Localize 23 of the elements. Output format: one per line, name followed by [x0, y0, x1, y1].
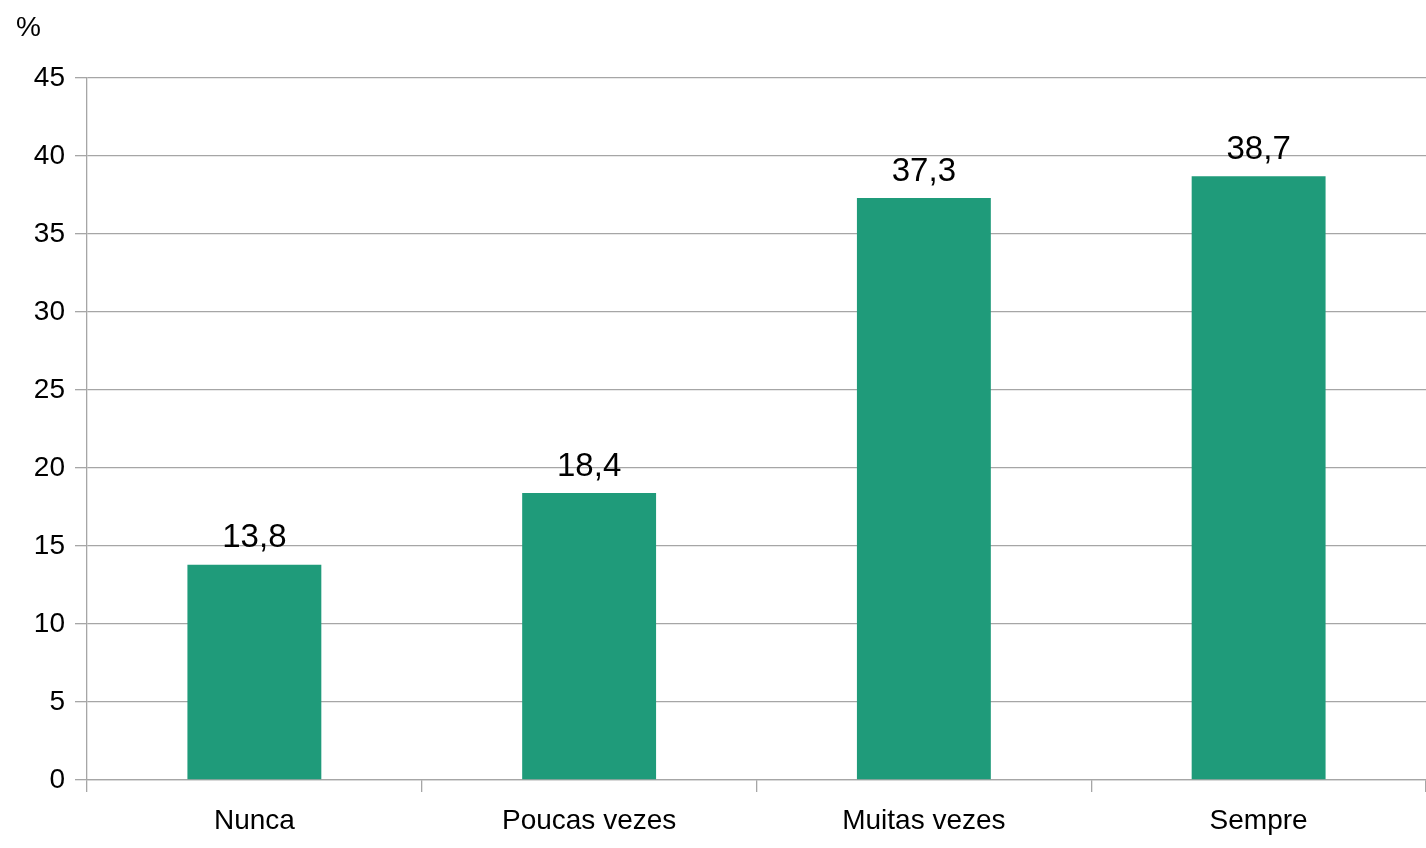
y-tick-label: 0 [49, 762, 65, 794]
data-label: 37,3 [891, 150, 956, 188]
x-tick-label: Sempre [1209, 803, 1308, 835]
y-axis-title: % [16, 10, 41, 42]
data-label: 13,8 [222, 517, 287, 555]
x-tick-label: Muitas vezes [842, 803, 1006, 835]
bar [522, 492, 657, 780]
bar [1191, 176, 1326, 780]
y-tick-label: 35 [33, 216, 65, 248]
y-tick-label: 25 [33, 372, 65, 404]
y-tick-label: 20 [33, 450, 65, 482]
y-tick-label: 15 [33, 528, 65, 560]
y-tick-label: 5 [49, 684, 65, 716]
y-tick-label: 40 [33, 138, 65, 170]
x-tick-label: Nunca [213, 803, 296, 835]
bar [187, 564, 322, 780]
x-tick-label: Poucas vezes [501, 803, 677, 835]
y-tick-label: 30 [33, 294, 65, 326]
y-tick-label: 45 [33, 60, 65, 92]
y-tick-label: 10 [33, 606, 65, 638]
data-label: 18,4 [557, 445, 622, 483]
bar [856, 198, 991, 780]
data-label: 38,7 [1226, 128, 1291, 166]
